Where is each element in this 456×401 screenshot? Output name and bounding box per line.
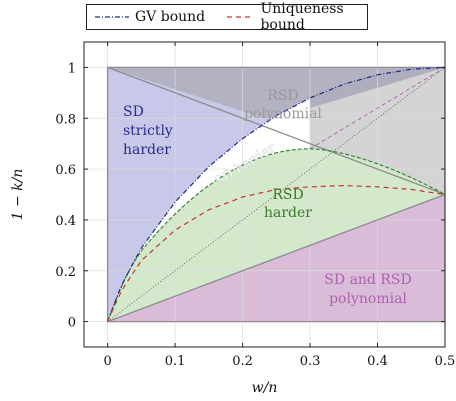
plot-area xyxy=(84,42,445,347)
y-tick-label: 0.6 xyxy=(55,163,76,178)
x-tick-label: 0 xyxy=(103,354,111,369)
x-tick-label: 0.3 xyxy=(300,354,321,369)
boundary-frame xyxy=(106,66,445,323)
label-rsd-polynomial: polynomial xyxy=(244,106,322,122)
y-tick-label: 0.4 xyxy=(55,214,76,229)
label-sd-rsd-polynomial: SD and RSD xyxy=(324,272,411,288)
label-rsd-harder: RSD xyxy=(272,187,303,203)
label-sd-strictly-harder: strictly xyxy=(123,123,173,139)
plot-frame xyxy=(83,41,446,348)
label-sd-strictly-harder: SD xyxy=(123,104,144,120)
purple-dashed-line xyxy=(309,67,445,150)
legend-label-gv: GV bound xyxy=(135,9,206,25)
x-tick-label: 0.2 xyxy=(232,354,253,369)
legend-item-gv: GV bound xyxy=(95,5,205,29)
x-tick-label: 0.5 xyxy=(435,354,456,369)
legend-swatch-gv xyxy=(95,16,129,18)
boundary-upper-line xyxy=(107,66,445,196)
label-sd-strictly-harder: harder xyxy=(123,142,171,158)
y-tick-label: 0.8 xyxy=(55,112,76,127)
region-blue-fill xyxy=(107,67,270,322)
series-uniqueness-bound xyxy=(107,184,445,322)
y-tick-label: 0 xyxy=(68,316,76,331)
x-tick-label: 0.1 xyxy=(165,354,186,369)
label-sd-rsd-polynomial: polynomial xyxy=(329,291,407,307)
x-tick-label: 0.4 xyxy=(367,354,388,369)
y-tick-label: 0.2 xyxy=(55,265,76,280)
legend: GV bound Uniqueness bound xyxy=(86,1,368,33)
legend-item-uniqueness: Uniqueness bound xyxy=(227,1,367,33)
x-axis-label: w/n xyxy=(252,380,278,396)
region-rsd-harder xyxy=(107,148,445,322)
legend-label-uniqueness: Uniqueness bound xyxy=(260,1,344,33)
region-dark-top xyxy=(107,67,445,121)
region-sd-harder xyxy=(107,97,310,322)
label-rsd-harder: harder xyxy=(264,205,312,221)
label-rsd-polynomial: RSD xyxy=(267,88,298,104)
series-gv-bound xyxy=(107,66,445,322)
boundary-lower-line xyxy=(107,193,445,323)
y-axis-label: 1 − k/n xyxy=(10,169,26,221)
y-tick-label: 1 xyxy=(68,61,76,76)
curve-rsd-bound xyxy=(107,148,445,322)
